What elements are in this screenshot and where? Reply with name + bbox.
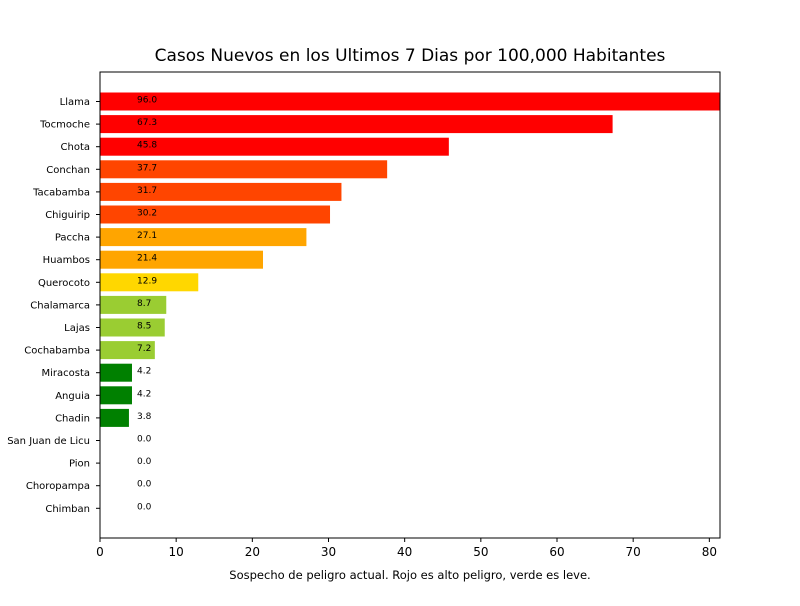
x-tick-label: 20 [245, 545, 260, 559]
bar-chalamarca [100, 295, 167, 314]
y-tick-label: Llama [60, 97, 90, 108]
bar-conchan [100, 160, 388, 179]
x-tick-label: 10 [169, 545, 184, 559]
y-tick-label: Paccha [55, 233, 90, 244]
bar-miracosta [100, 363, 132, 382]
bar-tocmoche [100, 115, 613, 134]
y-tick-label: Chalamarca [30, 300, 90, 311]
data-label: 21.4 [137, 254, 157, 264]
bar-tacabamba [100, 182, 342, 201]
y-tick-label: Chimban [45, 504, 90, 515]
bar-cochabamba [100, 341, 155, 360]
data-label: 12.9 [137, 276, 157, 286]
data-label: 30.2 [137, 209, 157, 219]
y-tick-label: Tocmoche [39, 120, 90, 131]
data-label: 0.0 [137, 457, 152, 467]
y-tick-label: Miracosta [41, 368, 90, 379]
data-label: 7.2 [137, 344, 151, 354]
y-tick-label: Cochabamba [24, 346, 90, 357]
x-axis-label: Sospecho de peligro actual. Rojo es alto… [229, 568, 590, 582]
y-tick-label: Pion [69, 459, 90, 470]
data-label: 3.8 [137, 412, 152, 422]
y-tick-label: Chota [61, 142, 91, 153]
bar-lajas [100, 318, 165, 337]
data-label: 8.7 [137, 299, 151, 309]
y-tick-label: Conchan [46, 165, 90, 176]
y-tick-label: Chadin [55, 413, 90, 424]
y-tick-label: Anguia [55, 391, 90, 402]
data-label: 0.0 [137, 502, 152, 512]
y-tick-label: Querocoto [38, 278, 90, 289]
x-tick-label: 60 [549, 545, 564, 559]
plot-frame [99, 71, 721, 539]
bar-querocoto [100, 273, 199, 292]
data-label: 4.2 [137, 389, 151, 399]
data-label: 67.3 [137, 118, 157, 128]
bar-llama [100, 92, 720, 111]
x-tick-label: 30 [321, 545, 336, 559]
x-tick-label: 0 [96, 545, 104, 559]
bar-anguia [100, 386, 132, 405]
x-tick-label: 70 [626, 545, 641, 559]
data-label: 0.0 [137, 435, 152, 445]
data-label: 8.5 [137, 322, 151, 332]
x-tick-label: 40 [397, 545, 412, 559]
bar-chiguirip [100, 205, 331, 224]
y-tick-label: Tacabamba [32, 187, 90, 198]
bar-paccha [100, 228, 307, 247]
y-tick-label: Choropampa [26, 481, 90, 492]
data-label: 0.0 [137, 480, 152, 490]
bar-huambos [100, 250, 263, 269]
y-tick-label: Lajas [64, 323, 90, 334]
x-ticks: 0 10 20 30 40 50 60 70 80 [96, 538, 717, 559]
y-tick-label: Huambos [43, 255, 90, 266]
bars-group [100, 92, 720, 427]
y-tick-label: Chiguirip [45, 210, 90, 221]
bar-chadin [100, 408, 129, 427]
data-label: 31.7 [137, 186, 157, 196]
x-tick-label: 50 [473, 545, 488, 559]
data-labels: 96.0 67.3 45.8 37.7 31.7 30.2 27.1 21.4 12.9 8.7 8… [137, 96, 157, 513]
data-label: 45.8 [137, 141, 157, 151]
data-label: 37.7 [137, 163, 157, 173]
data-label: 4.2 [137, 367, 151, 377]
chart-title: Casos Nuevos en los Ultimos 7 Dias por 1… [155, 46, 666, 66]
data-label: 96.0 [137, 96, 157, 106]
y-tick-labels: Llama Tocmoche Chota Conchan Tacabamba Chigui… [7, 97, 100, 515]
bar-chota [100, 137, 449, 156]
y-tick-label: San Juan de Licu [7, 436, 90, 447]
x-tick-label: 80 [702, 545, 717, 559]
data-label: 27.1 [137, 231, 157, 241]
